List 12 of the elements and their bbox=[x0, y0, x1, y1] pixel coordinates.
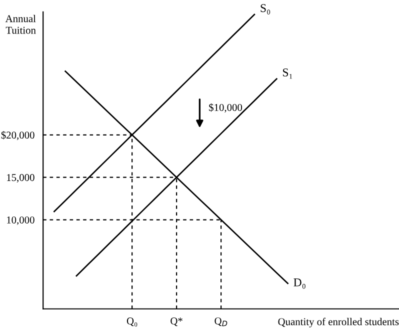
series-label: S₁ bbox=[283, 68, 292, 79]
annotation: $10,000 bbox=[209, 103, 242, 113]
series-label: D₀ bbox=[294, 278, 306, 289]
y-axis-title: Annual Tuition bbox=[5, 14, 36, 34]
x-tick-label: Q₀ bbox=[126, 318, 138, 327]
series-label: S₀ bbox=[260, 4, 270, 14]
x-tick-label: Q* bbox=[170, 318, 182, 326]
y-tick-label: 10,000 bbox=[7, 216, 34, 225]
x-axis-title: Quantity of enrolled students bbox=[278, 318, 399, 328]
y-tick-label: 15,000 bbox=[7, 174, 34, 183]
y-tick-label: $20,000 bbox=[1, 130, 34, 140]
x-tick-label: Q$_{D}$ bbox=[214, 317, 228, 326]
